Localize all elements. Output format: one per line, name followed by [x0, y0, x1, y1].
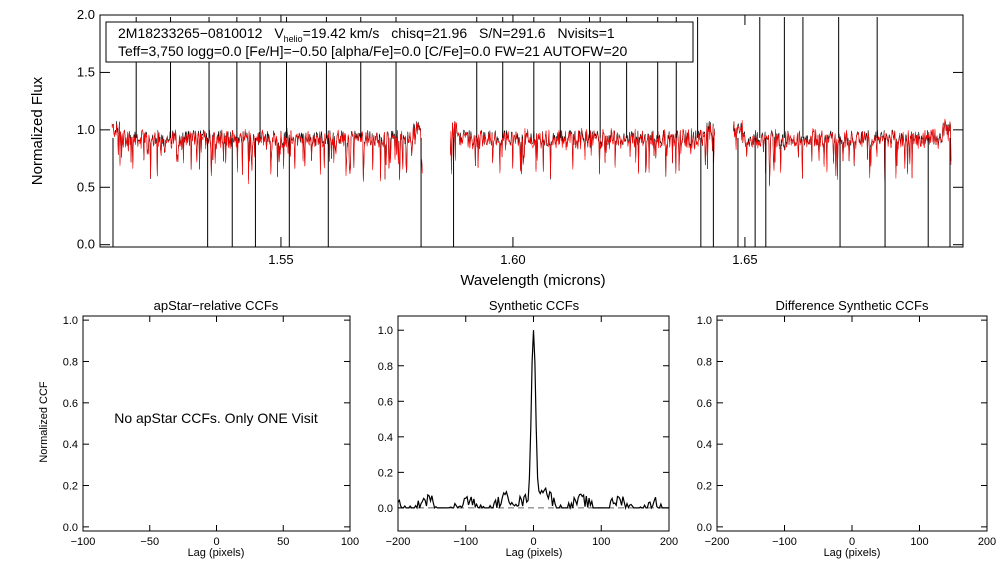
- observed-spectrum-chip-2: [450, 120, 716, 180]
- spectrum-ytick-label: 0.0: [77, 237, 95, 252]
- synthetic-ytick-label: 0.6: [378, 396, 393, 408]
- difference-ccf-panel: Difference Synthetic CCFs −200 −100 0 100 20…: [697, 298, 996, 559]
- apstar-message: No apStar CCFs. Only ONE Visit: [114, 410, 318, 426]
- spectrum-info-line1: 2M18233265−0810012 Vhelio=19.42 km/s chi…: [118, 25, 615, 44]
- spectrum-info-box: [105, 21, 694, 63]
- apstar-ytick-label: 1.0: [63, 315, 78, 327]
- apstar-ccf-panel: apStar−relative CCFs −100 −50 0 50 100 0.0 0.2…: [38, 298, 359, 559]
- apstar-xlabel: Lag (pixels): [188, 547, 245, 559]
- apstar-xtick-label: 100: [341, 536, 359, 548]
- spectrum-xtick-label: 1.60: [500, 252, 525, 267]
- apstar-panel-title: apStar−relative CCFs: [154, 298, 279, 313]
- vhelio-value: =19.42 km/s: [303, 25, 380, 41]
- spectrum-xtick-label: 1.55: [268, 252, 293, 267]
- synthetic-plot-area: [397, 330, 669, 511]
- difference-frame: [716, 315, 988, 532]
- apstar-ytick-label: 0.2: [63, 481, 78, 493]
- apstar-ytick-label: 0.8: [63, 356, 78, 368]
- difference-ytick-label: 0.4: [697, 439, 712, 451]
- vhelio-subscript: helio: [284, 34, 303, 44]
- nvisits-value: Nvisits=1: [557, 25, 614, 41]
- synthetic-ytick-label: 0.8: [378, 361, 393, 373]
- difference-xtick-label: −200: [705, 536, 730, 548]
- synthetic-xlabel: Lag (pixels): [506, 547, 563, 559]
- apstar-ytick-label: 0.4: [63, 439, 78, 451]
- apstar-ytick-label: 0.6: [63, 398, 78, 410]
- difference-ytick-label: 0.2: [697, 481, 712, 493]
- difference-xtick-label: 100: [910, 536, 928, 548]
- apstar-xtick-label: −100: [71, 536, 96, 548]
- spectrum-info-line2: Teff=3,750 logg=0.0 [Fe/H]=−0.50 [alpha/…: [118, 43, 627, 59]
- synthetic-xtick-label: 200: [660, 536, 678, 548]
- difference-xlabel: Lag (pixels): [824, 547, 881, 559]
- apstar-ticks: −100 −50 0 50 100 0.0 0.2 0.4 0.6 0.8 1.0: [63, 315, 359, 548]
- snr-value: S/N=291.6: [479, 25, 546, 41]
- synthetic-xtick-label: −100: [453, 536, 478, 548]
- apstar-xtick-label: 0: [213, 536, 219, 548]
- spectrum-ytick-label: 1.0: [77, 122, 95, 137]
- synthetic-xtick-label: 0: [530, 536, 536, 548]
- spectrum-xlabel: Wavelength (microns): [460, 272, 605, 289]
- synthetic-ticks: −200 −100 0 100 200 0.0 0.2 0.4 0.6 0.8 1.0: [378, 316, 678, 548]
- spectrum-panel: 1.55 1.60 1.65 0.0 0.5 1.0 1.5 2.0 Wavelength (…: [29, 7, 964, 289]
- observed-spectrum-chip-1: [111, 121, 423, 181]
- difference-xtick-label: 200: [978, 536, 996, 548]
- synthetic-ccf-panel: Synthetic CCFs −200 −100 0 100 200 0.0 0.2 0.4 0…: [378, 298, 678, 559]
- difference-ticks: −200 −100 0 100 200 0.0 0.2 0.4 0.6 0.8 1.0: [697, 315, 996, 548]
- model-spectrum-chip-1: [111, 122, 423, 185]
- difference-xtick-label: −100: [772, 536, 797, 548]
- apstar-xtick-label: 50: [277, 536, 289, 548]
- difference-xtick-label: 0: [849, 536, 855, 548]
- spectrum-ytick-label: 1.5: [77, 64, 95, 79]
- synthetic-ytick-label: 0.4: [378, 432, 393, 444]
- synthetic-xtick-label: 100: [592, 536, 610, 548]
- spectrum-xtick-label: 1.65: [732, 252, 757, 267]
- synthetic-ytick-label: 1.0: [378, 325, 393, 337]
- model-spectrum-chip-3: [733, 118, 952, 187]
- synthetic-frame: [397, 315, 670, 532]
- difference-panel-title: Difference Synthetic CCFs: [776, 298, 929, 313]
- apstar-ylabel: Normalized CCF: [38, 381, 50, 463]
- spectrum-ylabel: Normalized Flux: [29, 76, 46, 185]
- apstar-ytick-label: 0.0: [63, 522, 78, 534]
- difference-ytick-label: 1.0: [697, 315, 712, 327]
- difference-ytick-label: 0.8: [697, 356, 712, 368]
- difference-ytick-label: 0.0: [697, 522, 712, 534]
- spectrum-ytick-label: 0.5: [77, 179, 95, 194]
- synthetic-ytick-label: 0.0: [378, 503, 393, 515]
- synthetic-xtick-label: −200: [386, 536, 411, 548]
- vhelio-prefix: V: [274, 25, 284, 41]
- chisq-value: chisq=21.96: [391, 25, 467, 41]
- synthetic-panel-title: Synthetic CCFs: [489, 298, 580, 313]
- synthetic-ccf-line: [397, 330, 669, 511]
- synthetic-ytick-label: 0.2: [378, 467, 393, 479]
- spectrum-ytick-label: 2.0: [77, 7, 95, 22]
- apstar-xtick-label: −50: [140, 536, 159, 548]
- star-id: 2M18233265−0810012: [118, 25, 263, 41]
- spectrum-ticks: 1.55 1.60 1.65 0.0 0.5 1.0 1.5 2.0: [77, 7, 963, 267]
- spectrum-frame: [99, 14, 964, 248]
- model-spectrum-chip-2: [450, 121, 716, 179]
- difference-ytick-label: 0.6: [697, 398, 712, 410]
